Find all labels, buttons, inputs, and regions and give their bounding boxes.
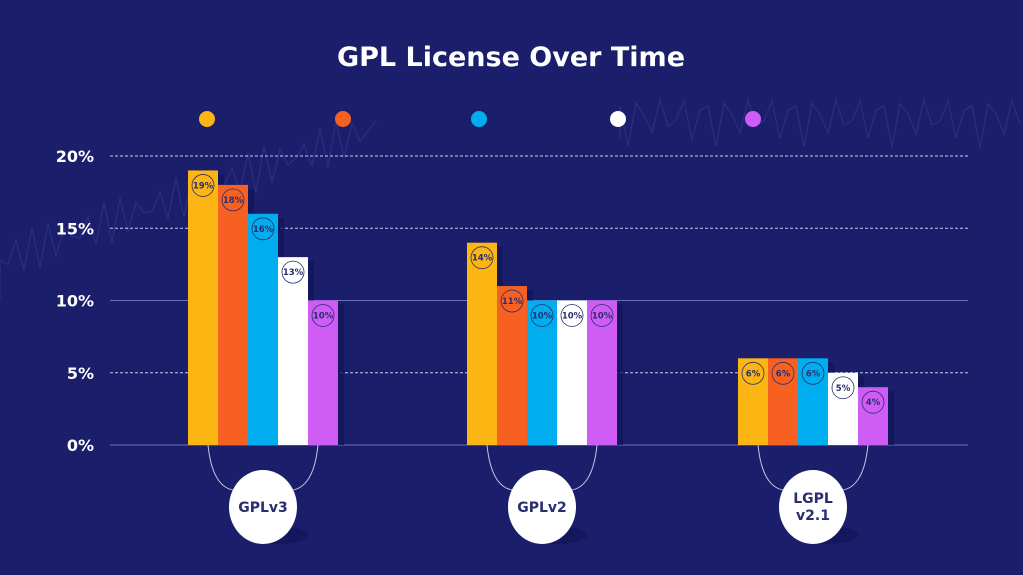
bar-group-gplv3: 19% 18% 16% 13% 10% <box>188 170 344 445</box>
category-bubble <box>229 470 297 544</box>
data-label: 13% <box>283 268 304 278</box>
bar-2019 <box>557 300 587 445</box>
data-label: 6% <box>806 369 821 379</box>
data-label-ring <box>281 260 305 284</box>
category-gplv3: GPLv3 <box>207 444 319 544</box>
data-label: 10% <box>532 312 553 322</box>
y-tick-label: 0% <box>67 436 94 455</box>
y-tick-label: 20% <box>56 147 94 166</box>
category-label: GPLv3 <box>238 500 288 516</box>
data-label: 4% <box>866 398 881 408</box>
bar-2017 <box>218 184 248 445</box>
data-label: 6% <box>746 369 761 379</box>
y-axis: 0% 5% 10% 15% 20% <box>56 147 94 455</box>
data-label: 6% <box>776 369 791 379</box>
data-label-ring <box>221 188 245 212</box>
data-label-ring <box>251 217 275 241</box>
data-label-ring <box>861 390 885 414</box>
wave-decoration <box>619 97 1021 148</box>
legend-swatch-2016 <box>199 111 215 127</box>
bar-2020 <box>858 387 888 445</box>
category-label: LGPL <box>793 491 833 507</box>
bar-2017 <box>497 286 527 445</box>
category-label: v2.1 <box>796 508 830 524</box>
bar-2019 <box>828 372 858 445</box>
category-gplv2: GPLv2 <box>486 444 598 544</box>
data-label-ring <box>741 361 765 385</box>
data-label: 10% <box>562 312 583 322</box>
legend-swatch-2019 <box>610 111 626 127</box>
bar-2016 <box>188 170 218 445</box>
data-label: 10% <box>313 312 334 322</box>
bar-2020 <box>587 300 617 445</box>
chart-title: GPL License Over Time <box>337 42 685 73</box>
y-tick-label: 5% <box>67 364 94 383</box>
data-label-ring <box>530 304 554 327</box>
background-decoration <box>0 97 1021 300</box>
data-label-ring <box>590 304 614 327</box>
bar-2018 <box>527 300 557 445</box>
data-label: 18% <box>223 196 244 206</box>
legend <box>199 111 761 127</box>
category-label: GPLv2 <box>517 500 567 516</box>
bar-group-gplv2: 14% 11% 10% 10% 10% <box>467 242 623 445</box>
data-label: 14% <box>472 254 493 264</box>
data-label: 11% <box>502 297 523 307</box>
legend-swatch-2017 <box>335 111 351 127</box>
data-label: 5% <box>836 384 851 394</box>
data-label-ring <box>191 174 215 197</box>
data-label: 10% <box>592 312 613 322</box>
bar-group-lgpl-v2-1: 6% 6% 6% 5% 4% <box>738 358 894 445</box>
data-label-ring <box>470 246 494 270</box>
bar-2020 <box>308 300 338 445</box>
legend-swatch-2020 <box>745 111 761 127</box>
bars: 19% 18% 16% 13% 10% 14% 11% 10% 10% 10% 6% 6% 6% 5% 4% <box>188 170 894 445</box>
category-bubble <box>508 470 576 544</box>
bar-2016 <box>467 242 497 445</box>
data-label-ring <box>500 289 524 313</box>
y-tick-label: 15% <box>56 219 94 238</box>
data-label-ring <box>311 304 335 327</box>
data-label-ring <box>560 304 584 327</box>
data-label-ring <box>801 361 825 385</box>
category-bubble <box>779 470 847 544</box>
bar-2016 <box>738 358 768 445</box>
data-label: 16% <box>253 225 274 235</box>
data-label-ring <box>831 376 855 400</box>
bar-2019 <box>278 257 308 445</box>
bar-2018 <box>798 358 828 445</box>
data-label: 19% <box>193 181 214 191</box>
bar-2018 <box>248 213 278 445</box>
legend-swatch-2018 <box>471 111 487 127</box>
y-tick-label: 10% <box>56 292 94 311</box>
wave-decoration <box>0 120 377 300</box>
data-label-ring <box>771 361 795 385</box>
bar-2017 <box>768 358 798 445</box>
